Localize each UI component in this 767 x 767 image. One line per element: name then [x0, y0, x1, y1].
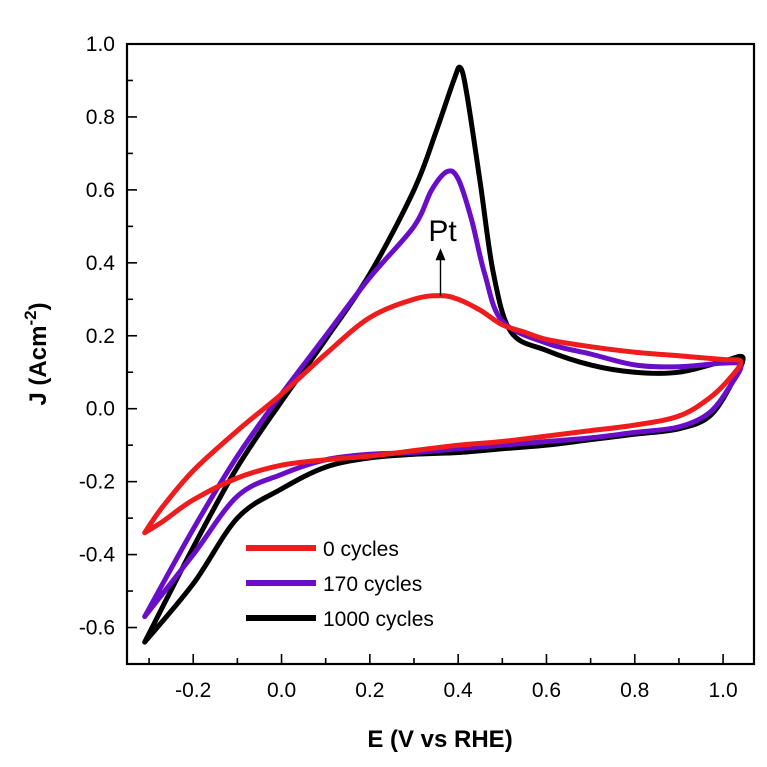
legend-label: 170 cycles [323, 573, 422, 596]
annotation-label: Pt [428, 215, 457, 248]
series-line-0-cycles [142, 293, 744, 536]
annotation-arrow-head [435, 248, 446, 261]
legend: 0 cycles 170 cycles 1000 cycles [246, 538, 434, 631]
y-tick-label: 0.8 [86, 106, 115, 129]
x-tick-label: 1.0 [708, 679, 737, 702]
plot-frame [125, 42, 756, 666]
x-tick-label: 0.8 [620, 679, 649, 702]
x-tick-label: 0.0 [267, 679, 296, 702]
y-tick-label: -0.6 [79, 617, 115, 640]
y-axis-title-superscript: -2 [21, 310, 40, 325]
annotation-layer: Pt [428, 215, 457, 296]
y-tick-label: -0.4 [79, 544, 116, 567]
y-tick-label: 1.0 [86, 33, 115, 56]
legend-label: 0 cycles [323, 538, 399, 561]
x-tick-label: 0.2 [355, 679, 384, 702]
x-tick-label: 0.6 [532, 679, 561, 702]
series-layer [142, 64, 746, 645]
x-tick-label: 0.4 [444, 679, 474, 702]
y-tick-label: -0.2 [79, 471, 115, 494]
x-axis-title: E (V vs RHE) [367, 726, 512, 753]
y-tick-label: 0.2 [86, 325, 115, 348]
x-tick-label: -0.2 [175, 679, 211, 702]
legend-label: 1000 cycles [323, 608, 434, 631]
y-axis-title: J (Acm-2) [21, 302, 52, 405]
y-tick-label: 0.0 [86, 398, 115, 421]
y-tick-label: 0.6 [86, 179, 115, 202]
y-tick-label: 0.4 [86, 252, 116, 275]
tick-layer: -0.2 0.0 0.2 0.4 0.6 0.8 1.0 -0.6 -0.4 -0.2 0.0 0.2… [79, 33, 738, 702]
